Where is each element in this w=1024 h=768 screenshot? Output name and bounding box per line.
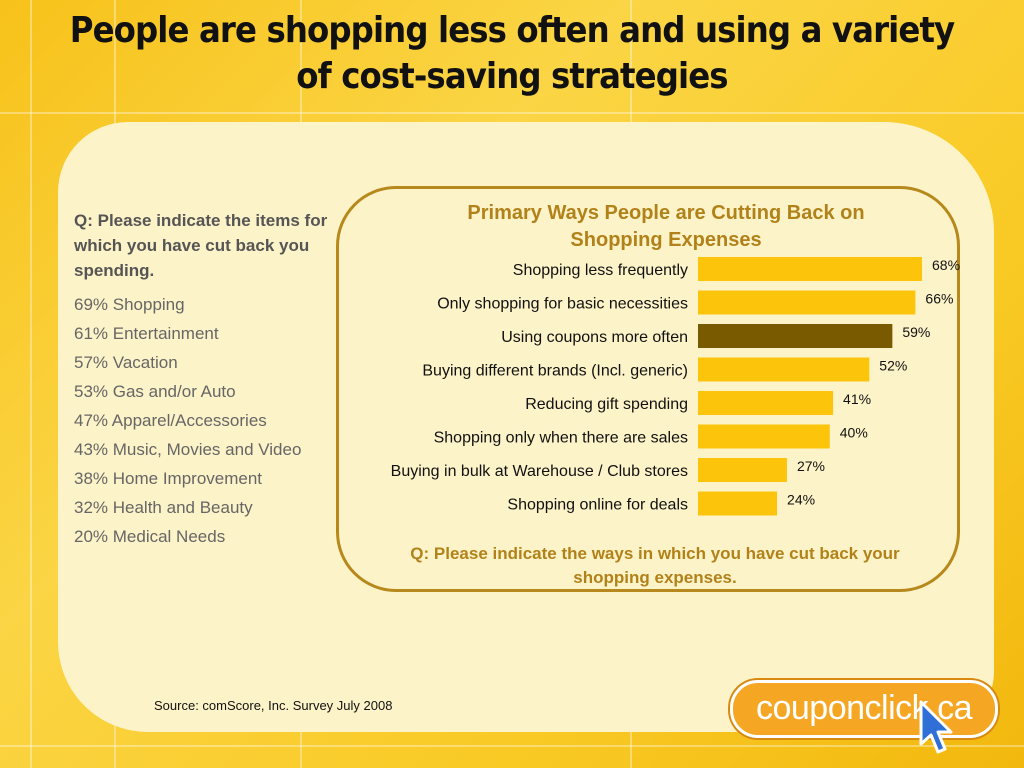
- bar: [698, 257, 922, 281]
- list-item: 69% Shopping: [74, 295, 185, 314]
- source-note: Source: comScore, Inc. Survey July 2008: [154, 698, 393, 713]
- background-grid-line: [0, 112, 1024, 114]
- chart-title: Primary Ways People are Cutting Back on …: [467, 202, 865, 251]
- category-label: Only shopping for basic necessities: [437, 296, 688, 313]
- category-label: Buying in bulk at Warehouse / Club store…: [391, 463, 688, 480]
- category-label: Shopping only when there are sales: [434, 430, 688, 447]
- value-label: 52%: [879, 358, 907, 374]
- bar: [698, 357, 870, 382]
- bar: [698, 290, 916, 315]
- list-item: 47% Apparel/Accessories: [74, 411, 267, 430]
- spending-categories-list: 69% Shopping 61% Entertainment 57% Vacat…: [74, 292, 354, 553]
- list-item: 53% Gas and/or Auto: [74, 382, 236, 401]
- value-label: 59%: [902, 324, 930, 340]
- chart-frame: [336, 186, 960, 592]
- value-label: 40%: [840, 425, 868, 441]
- left-question: Q: Please indicate the items for which y…: [74, 211, 328, 280]
- value-label: 27%: [797, 458, 825, 474]
- background-grid-line: [0, 745, 1024, 747]
- value-label: 68%: [932, 257, 960, 273]
- bar-chart: Shopping less frequently 68% Only shopping…: [391, 257, 960, 516]
- category-label: Buying different brands (Incl. generic): [422, 363, 688, 380]
- list-item: 38% Home Improvement: [74, 469, 263, 488]
- list-item: 32% Health and Beauty: [74, 498, 253, 517]
- list-item: 43% Music, Movies and Video: [74, 440, 302, 459]
- cursor-arrow-icon: [919, 700, 953, 754]
- list-item: 57% Vacation: [74, 353, 178, 372]
- bar: [698, 491, 778, 516]
- category-label: Shopping less frequently: [513, 262, 688, 279]
- bar: [698, 324, 893, 348]
- value-label: 24%: [787, 492, 815, 508]
- value-label: 66%: [925, 291, 953, 307]
- couponclick-logo[interactable]: couponclick.ca: [730, 680, 998, 738]
- page-title: People are shopping less often and using…: [69, 10, 955, 97]
- list-item: 61% Entertainment: [74, 324, 219, 343]
- bar: [698, 458, 787, 482]
- category-label: Using coupons more often: [501, 329, 688, 346]
- logo-text: couponclick.ca: [755, 689, 973, 727]
- category-label: Shopping online for deals: [507, 497, 688, 514]
- category-label: Reducing gift spending: [525, 396, 688, 413]
- value-label: 41%: [843, 391, 871, 407]
- list-item: 20% Medical Needs: [74, 527, 226, 546]
- bar: [698, 424, 830, 449]
- chart-question: Q: Please indicate the ways in which you…: [410, 544, 900, 587]
- bar: [698, 391, 834, 415]
- background-grid-line: [30, 0, 32, 768]
